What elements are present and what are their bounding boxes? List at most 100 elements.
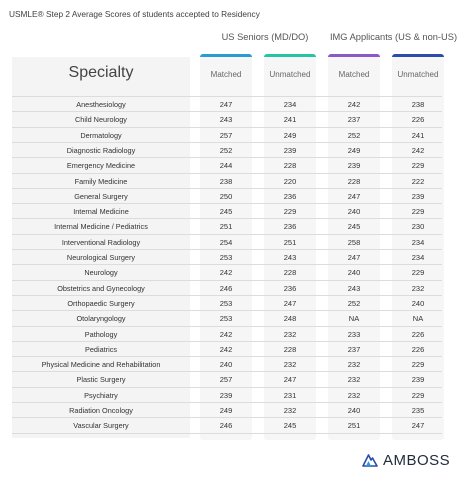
specialty-label: General Surgery [74, 191, 128, 201]
score-cell-img-matched: 252 [347, 298, 361, 308]
score-cell-us-unmatched: 234 [283, 100, 297, 109]
score-cell-img-unmatched: 222 [411, 176, 425, 186]
score-cell-us-matched: 252 [219, 145, 233, 155]
score-cell-img-matched: 228 [347, 176, 361, 186]
score-cell-img-unmatched: 234 [411, 253, 425, 262]
score-cell-us-unmatched: 251 [283, 237, 297, 247]
row-divider [12, 157, 442, 159]
score-cell-us-matched: 253 [219, 314, 233, 324]
row-divider [12, 279, 442, 281]
score-cell-us-matched: 245 [219, 207, 233, 217]
column-header-us-unmatched: Unmatched [269, 70, 311, 79]
score-cell-img-matched: 247 [347, 253, 361, 262]
row-divider [12, 218, 442, 220]
row-divider [12, 294, 442, 296]
specialty-label: Obstetrics and Gynecology [57, 283, 145, 293]
score-cell-us-matched: 242 [219, 329, 233, 339]
score-cell-img-matched: 237 [347, 115, 361, 125]
score-cell-img-unmatched: 241 [411, 130, 425, 140]
specialty-label: Internal Medicine [73, 207, 129, 217]
specialty-label: Otolaryngology [76, 314, 126, 324]
score-cell-img-matched: 240 [347, 406, 361, 415]
score-cell-img-unmatched: 226 [411, 115, 425, 125]
column-accent-bar [392, 54, 444, 57]
score-cell-img-matched: 251 [347, 421, 361, 431]
row-divider [12, 141, 442, 143]
score-cell-img-unmatched: 240 [411, 298, 425, 308]
score-cell-us-matched: 240 [219, 360, 233, 370]
row-divider [12, 371, 442, 373]
row-divider [12, 417, 442, 419]
score-cell-us-matched: 257 [219, 130, 233, 140]
score-cell-img-matched: 245 [347, 222, 361, 232]
row-divider [12, 325, 442, 327]
column-panel-us-matched [200, 54, 252, 440]
row-divider [12, 249, 442, 250]
score-cell-img-matched: 239 [347, 161, 361, 171]
specialty-label: Orthopaedic Surgery [67, 298, 135, 308]
score-cell-us-unmatched: 232 [283, 329, 297, 339]
row-divider [12, 172, 442, 174]
score-cell-us-matched: 251 [219, 222, 233, 232]
score-cell-us-unmatched: 228 [283, 161, 297, 171]
specialty-label: Internal Medicine / Pediatrics [54, 222, 148, 232]
column-accent-bar [264, 54, 316, 57]
row-divider [12, 126, 442, 128]
group-header-img-applicants: IMG Applicants (US & non-US) [329, 32, 458, 42]
score-cell-us-matched: 242 [219, 344, 233, 354]
row-divider [12, 111, 442, 113]
score-cell-img-matched: 237 [347, 344, 361, 354]
score-cell-img-matched: NA [348, 314, 360, 324]
score-cell-img-unmatched: 234 [411, 237, 425, 247]
score-cell-us-unmatched: 232 [283, 360, 297, 370]
score-cell-us-unmatched: 232 [283, 406, 297, 415]
score-cell-img-matched: 242 [347, 100, 361, 109]
row-divider [12, 203, 442, 205]
specialty-label: Interventional Radiology [61, 237, 141, 247]
column-panel-img-unmatched [392, 54, 444, 440]
score-cell-img-matched: 243 [347, 283, 361, 293]
specialty-label: Pediatrics [84, 344, 118, 354]
score-cell-img-unmatched: 226 [411, 344, 425, 354]
score-cell-us-matched: 242 [219, 268, 233, 278]
specialty-label: Diagnostic Radiology [66, 145, 136, 155]
score-cell-img-unmatched: 247 [411, 421, 425, 431]
score-cell-us-matched: 239 [219, 390, 233, 400]
column-accent-bar [328, 54, 380, 57]
specialty-label: Radiation Oncology [69, 406, 133, 415]
column-panel-img-matched [328, 54, 380, 440]
specialty-label: Family Medicine [74, 176, 128, 186]
score-cell-img-matched: 258 [347, 237, 361, 247]
score-cell-us-unmatched: 248 [283, 314, 297, 324]
score-cell-us-matched: 243 [219, 115, 233, 125]
row-divider [12, 310, 442, 312]
score-cell-us-matched: 253 [219, 298, 233, 308]
row-divider [12, 386, 442, 388]
score-cell-us-matched: 250 [219, 191, 233, 201]
score-cell-img-unmatched: 232 [411, 283, 425, 293]
score-cell-us-unmatched: 236 [283, 191, 297, 201]
score-cell-img-unmatched: 239 [411, 191, 425, 201]
score-cell-us-unmatched: 247 [283, 375, 297, 385]
score-cell-img-unmatched: 229 [411, 268, 425, 278]
score-cell-us-matched: 257 [219, 375, 233, 385]
amboss-mountain-icon [362, 454, 378, 467]
score-cell-us-unmatched: 241 [283, 115, 297, 125]
column-header-img-unmatched: Unmatched [397, 70, 439, 79]
row-divider [12, 264, 442, 266]
specialty-label: Plastic Surgery [76, 375, 126, 385]
score-cell-us-unmatched: 220 [283, 176, 297, 186]
row-divider [12, 340, 442, 342]
score-cell-us-matched: 254 [219, 237, 233, 247]
score-cell-img-unmatched: 239 [411, 375, 425, 385]
score-cell-us-unmatched: 236 [283, 222, 297, 232]
score-cell-us-unmatched: 228 [283, 268, 297, 278]
score-cell-img-unmatched: 226 [411, 329, 425, 339]
score-cell-us-unmatched: 228 [283, 344, 297, 354]
score-cell-us-matched: 246 [219, 283, 233, 293]
group-header-us-seniors: US Seniors (MD/DO) [221, 32, 309, 42]
score-cell-img-unmatched: 229 [411, 360, 425, 370]
chart-title: USMLE® Step 2 Average Scores of students… [9, 9, 260, 19]
score-cell-us-unmatched: 231 [283, 390, 297, 400]
score-cell-us-matched: 244 [219, 161, 233, 171]
